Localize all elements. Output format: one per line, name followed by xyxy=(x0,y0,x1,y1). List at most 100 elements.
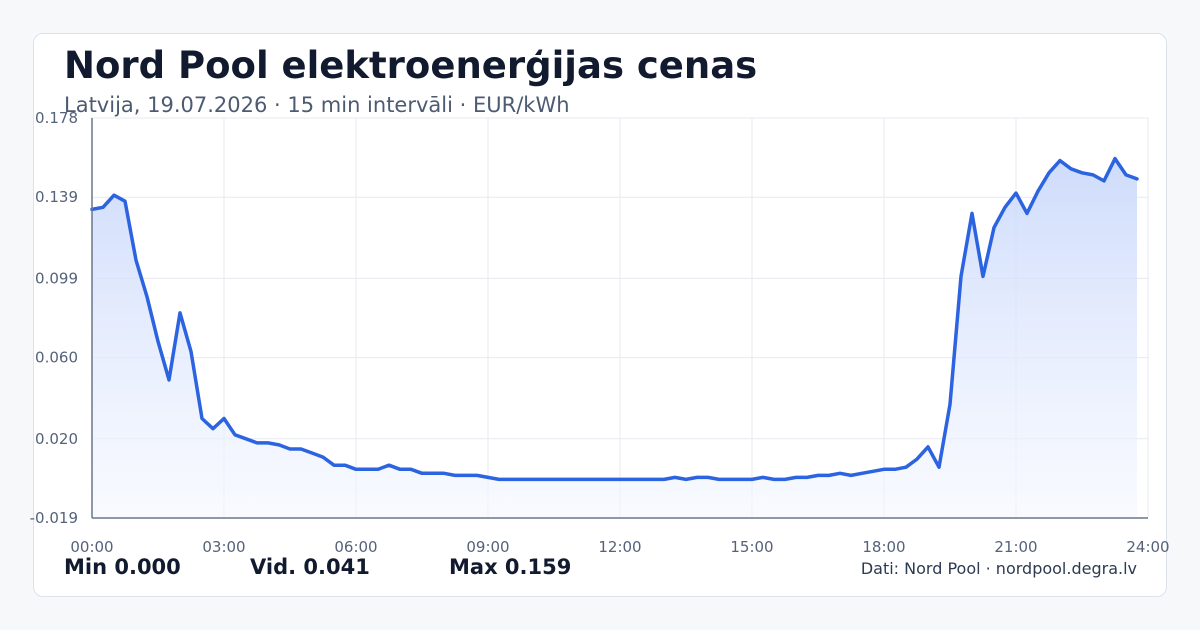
price-point xyxy=(135,259,138,262)
price-point xyxy=(894,468,897,471)
price-point xyxy=(124,200,127,203)
price-point xyxy=(630,478,633,481)
price-point xyxy=(432,472,435,475)
price-point xyxy=(916,458,919,461)
price-point xyxy=(267,441,270,444)
price-point xyxy=(102,206,105,209)
price-point xyxy=(696,476,699,479)
x-tick-label: 21:00 xyxy=(994,538,1037,556)
y-tick-label: 0.178 xyxy=(35,109,78,127)
x-tick-label: 09:00 xyxy=(466,538,509,556)
price-point xyxy=(1125,173,1128,176)
x-tick-label: 15:00 xyxy=(730,538,773,556)
price-point xyxy=(234,433,237,436)
price-point xyxy=(751,478,754,481)
price-point xyxy=(806,476,809,479)
price-point xyxy=(212,427,215,430)
x-tick-label: 00:00 xyxy=(70,538,113,556)
price-point xyxy=(487,476,490,479)
price-point xyxy=(410,468,413,471)
price-point xyxy=(707,476,710,479)
stat-min: Min 0.000 xyxy=(64,555,181,579)
price-point xyxy=(685,478,688,481)
price-point xyxy=(619,478,622,481)
price-point xyxy=(608,478,611,481)
price-point xyxy=(1136,177,1139,180)
price-point xyxy=(322,456,325,459)
price-point xyxy=(344,464,347,467)
price-point xyxy=(256,441,259,444)
price-point xyxy=(168,378,171,381)
price-point xyxy=(729,478,732,481)
price-point xyxy=(553,478,556,481)
price-point xyxy=(960,275,963,278)
stat-max: Max 0.159 xyxy=(449,555,572,579)
price-point xyxy=(509,478,512,481)
y-tick-label: 0.060 xyxy=(35,349,78,367)
x-tick-label: 12:00 xyxy=(598,538,641,556)
price-point xyxy=(1015,192,1018,195)
price-point xyxy=(1070,167,1073,170)
x-tick-label: 03:00 xyxy=(202,538,245,556)
price-point xyxy=(652,478,655,481)
price-point xyxy=(784,478,787,481)
price-point xyxy=(465,474,468,477)
stat-average: Vid. 0.041 xyxy=(250,555,370,579)
price-line xyxy=(90,156,1139,482)
x-tick-label: 06:00 xyxy=(334,538,377,556)
price-point xyxy=(355,468,358,471)
price-point xyxy=(674,476,677,479)
price-point xyxy=(1092,173,1095,176)
price-point xyxy=(1026,212,1029,215)
price-area xyxy=(92,158,1137,518)
price-point xyxy=(454,474,457,477)
price-point xyxy=(971,212,974,215)
price-point xyxy=(773,478,776,481)
price-point xyxy=(663,478,666,481)
y-tick-label: 0.139 xyxy=(35,188,78,206)
price-point xyxy=(421,472,424,475)
price-point xyxy=(1081,171,1084,174)
price-point xyxy=(443,472,446,475)
price-point xyxy=(828,474,831,477)
price-point xyxy=(641,478,644,481)
price-point xyxy=(575,478,578,481)
price-point xyxy=(245,437,248,440)
price-point xyxy=(586,478,589,481)
y-tick-label: -0.019 xyxy=(30,509,78,527)
price-point xyxy=(520,478,523,481)
price-point xyxy=(300,447,303,450)
price-point xyxy=(1004,206,1007,209)
price-point xyxy=(1037,190,1040,193)
price-point xyxy=(498,478,501,481)
y-tick-label: 0.020 xyxy=(35,430,78,448)
price-point xyxy=(531,478,534,481)
price-point xyxy=(333,464,336,467)
price-point xyxy=(278,443,281,446)
price-point xyxy=(718,478,721,481)
price-point xyxy=(949,403,952,406)
price-point xyxy=(201,417,204,420)
price-point xyxy=(377,468,380,471)
price-point xyxy=(476,474,479,477)
price-point xyxy=(190,350,193,353)
price-point xyxy=(927,445,930,448)
x-tick-label: 24:00 xyxy=(1126,538,1169,556)
price-point xyxy=(223,417,226,420)
price-point xyxy=(1114,157,1117,160)
price-point xyxy=(597,478,600,481)
price-point xyxy=(146,295,149,298)
price-point xyxy=(179,311,182,314)
price-point xyxy=(905,466,908,469)
data-source: Dati: Nord Pool · nordpool.degra.lv xyxy=(860,559,1137,578)
price-point xyxy=(938,466,941,469)
price-point xyxy=(366,468,369,471)
price-point xyxy=(982,275,985,278)
price-point xyxy=(311,452,314,455)
price-point xyxy=(289,447,292,450)
price-point xyxy=(564,478,567,481)
price-point xyxy=(388,464,391,467)
price-point xyxy=(113,194,116,197)
price-point xyxy=(157,340,160,343)
